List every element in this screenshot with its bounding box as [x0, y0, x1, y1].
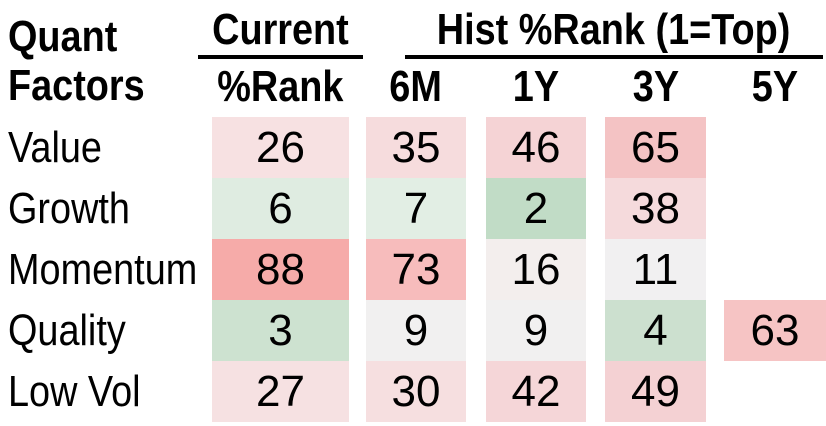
heatmap-cell: [724, 239, 826, 300]
column-header-1y-label: 1Y: [512, 62, 560, 111]
column-header-5y: 5Y: [724, 62, 826, 111]
hist-group-header: Hist %Rank (1=Top): [402, 8, 826, 62]
table-row: Growth 6 7 2 38: [0, 178, 826, 239]
heatmap-cell: 63: [724, 300, 826, 361]
column-header-6m-label: 6M: [389, 62, 443, 111]
heatmap-cell: 38: [605, 178, 706, 239]
table-row: Momentum 88 73 16 11: [0, 239, 826, 300]
heatmap-cell: 42: [486, 361, 586, 422]
heatmap-cell: 26: [212, 117, 349, 178]
heatmap-cell: 73: [366, 239, 466, 300]
factor-label: Low Vol: [8, 361, 162, 422]
heatmap-cell: 46: [486, 117, 586, 178]
heatmap-cell: 7: [366, 178, 466, 239]
heatmap-cell: 16: [486, 239, 586, 300]
column-header-current-rank: %Rank: [212, 62, 349, 111]
heatmap-cell: [724, 178, 826, 239]
current-group-header: Current: [198, 5, 363, 62]
factor-label: Growth: [8, 178, 150, 239]
factor-label-text: Momentum: [8, 244, 198, 294]
heatmap-cell: 9: [366, 300, 466, 361]
column-header-3y: 3Y: [605, 62, 706, 111]
factor-label: Value: [8, 117, 117, 178]
table-row: Quality 3 9 9 4 63: [0, 300, 826, 361]
heatmap-cell: 11: [605, 239, 706, 300]
column-header-6m: 6M: [366, 62, 466, 111]
factor-label-text: Low Vol: [8, 366, 141, 416]
factor-label-text: Value: [8, 122, 102, 172]
column-header-3y-label: 3Y: [632, 62, 679, 111]
heatmap-cell: [724, 117, 826, 178]
factor-label-text: Quality: [8, 305, 126, 355]
heatmap-cell: 9: [486, 300, 586, 361]
heatmap-cell: 2: [486, 178, 586, 239]
heatmap-cell: 65: [605, 117, 706, 178]
quant-title-line2: Factors: [8, 61, 145, 110]
heatmap-cell: 4: [605, 300, 706, 361]
heatmap-cell: 88: [212, 239, 349, 300]
table-row: Value 26 35 46 65: [0, 117, 826, 178]
hist-group-label: Hist %Rank (1=Top): [437, 5, 791, 54]
factor-label: Momentum: [8, 239, 228, 300]
column-header-current-rank-label: %Rank: [217, 62, 344, 111]
table-row: Low Vol 27 30 42 49: [0, 361, 826, 422]
quant-title-line1: Quant: [8, 12, 118, 61]
factor-label-text: Growth: [8, 183, 130, 233]
current-group-label: Current: [212, 5, 349, 54]
heatmap-cell: 35: [366, 117, 466, 178]
column-header-1y: 1Y: [486, 62, 586, 111]
heatmap-cell: 49: [605, 361, 706, 422]
heatmap-cell: 30: [366, 361, 466, 422]
heatmap-cell: 6: [212, 178, 349, 239]
row-group-title: Quant Factors: [8, 12, 167, 110]
heatmap-cell: 3: [212, 300, 349, 361]
column-header-5y-label: 5Y: [751, 62, 799, 111]
heatmap-cell: [724, 361, 826, 422]
factor-label: Quality: [8, 300, 145, 361]
heatmap-cell: 27: [212, 361, 349, 422]
